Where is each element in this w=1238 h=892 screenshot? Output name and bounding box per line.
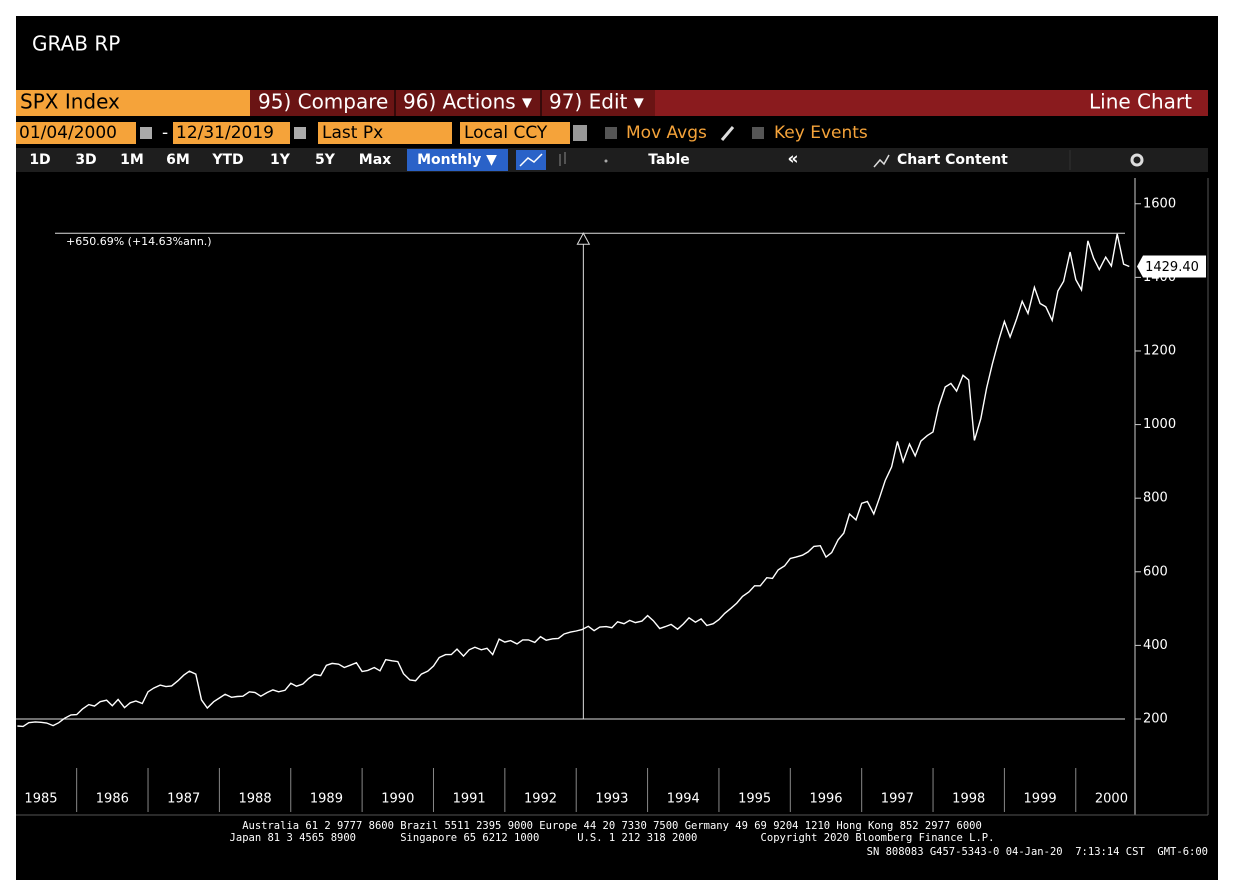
y-tick-label: 1200 [1143, 343, 1176, 358]
screen-title: GRAB RP [32, 32, 120, 56]
currency-select[interactable] [460, 122, 570, 144]
arrow-head [576, 232, 591, 245]
footer-line: Japan 81 3 4565 8900 Singapore 65 6212 1… [230, 832, 995, 844]
calendar-icon[interactable] [140, 127, 152, 139]
y-tick-label: 800 [1143, 491, 1168, 506]
dropdown-icon[interactable] [573, 125, 587, 141]
period-button[interactable]: 1Y [270, 152, 291, 168]
view-bar [655, 90, 1208, 116]
x-tick-label: 1985 [24, 792, 57, 807]
terminal-bg [16, 16, 1218, 880]
x-tick-label: 1989 [310, 792, 343, 807]
x-tick-label: 1999 [1024, 792, 1057, 807]
x-tick-label: 1988 [239, 792, 272, 807]
compare-button[interactable]: 95) Compare [258, 90, 388, 114]
y-tick-label: 1600 [1143, 196, 1176, 211]
line-icon-glyph [519, 153, 543, 167]
x-tick-label: 1997 [881, 792, 914, 807]
x-tick-label: 1993 [595, 792, 628, 807]
actions-button[interactable]: 96) Actions ▾ [403, 90, 532, 114]
collapse-button[interactable]: « [788, 149, 799, 169]
x-tick-label: 1986 [96, 792, 129, 807]
mov-avgs[interactable]: Mov Avgs [626, 123, 707, 143]
currency[interactable]: Local CCY [464, 123, 548, 143]
footer-line: Australia 61 2 9777 8600 Brazil 5511 239… [242, 820, 982, 832]
frequency-button[interactable] [407, 149, 508, 171]
period-button[interactable]: 3D [75, 152, 96, 168]
y-tick-label: 1000 [1143, 417, 1176, 432]
date-separator: - [162, 123, 168, 143]
x-tick-label: 1990 [381, 792, 414, 807]
end-date-field[interactable] [173, 122, 290, 144]
y-tick-label: 400 [1143, 638, 1168, 653]
period-button[interactable]: YTD [211, 152, 243, 168]
period-button[interactable]: 1D [29, 152, 50, 168]
table-button[interactable]: Table [648, 152, 690, 168]
x-tick-label: 1992 [524, 792, 557, 807]
last-price-box [1137, 255, 1206, 278]
edit-button[interactable]: 97) Edit ▾ [549, 90, 644, 114]
period-button[interactable]: 6M [166, 152, 190, 168]
end-date[interactable]: 12/31/2019 [176, 123, 274, 143]
field[interactable]: Last Px [322, 123, 383, 143]
x-tick-label: 1995 [738, 792, 771, 807]
start-date[interactable]: 01/04/2000 [19, 123, 117, 143]
footer-line: SN 808083 G457-5343-0 04-Jan-20 7:13:14 … [867, 846, 1208, 858]
y-tick-label: 200 [1143, 711, 1168, 726]
chart-content-icon [873, 154, 890, 168]
menu-bar [250, 90, 655, 116]
dropdown-dot[interactable] [604, 159, 608, 163]
settings-icon[interactable] [1130, 153, 1144, 167]
security[interactable]: SPX Index [20, 90, 120, 114]
key-events[interactable]: Key Events [774, 123, 868, 143]
start-date-field[interactable] [16, 122, 136, 144]
chart-content-button[interactable]: Chart Content [897, 152, 1008, 168]
period-button[interactable]: 1M [120, 152, 144, 168]
last-price-label: 1429.40 [1145, 260, 1199, 275]
x-tick-label: 1994 [667, 792, 700, 807]
x-tick-label: 1991 [453, 792, 486, 807]
calendar-icon[interactable] [294, 127, 306, 139]
checkbox[interactable] [605, 127, 617, 139]
period-button[interactable]: Max [359, 152, 391, 168]
field-select[interactable] [318, 122, 452, 144]
x-tick-label: 2000 [1095, 792, 1128, 807]
x-tick-label: 1987 [167, 792, 200, 807]
pencil-icon[interactable] [720, 126, 735, 141]
y-tick-label: 600 [1143, 564, 1168, 579]
checkbox[interactable] [752, 127, 764, 139]
measure-label: +650.69% (+14.63%ann.) [66, 235, 212, 248]
price-line [17, 233, 1130, 728]
range-bar [16, 148, 1208, 172]
frequency[interactable]: Monthly ▼ [417, 152, 497, 168]
security-field[interactable] [16, 90, 250, 116]
x-tick-label: 1996 [809, 792, 842, 807]
view-type[interactable]: Line Chart [1089, 90, 1192, 114]
x-tick-label: 1998 [952, 792, 985, 807]
period-button[interactable]: 5Y [315, 152, 336, 168]
